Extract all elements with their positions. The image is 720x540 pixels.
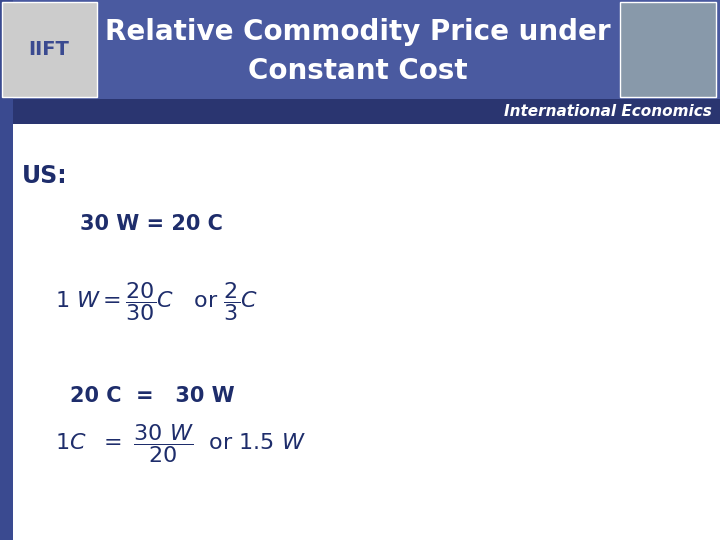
Text: US:: US: (22, 164, 68, 188)
Text: IIFT: IIFT (29, 40, 69, 59)
Text: $1\ W = \dfrac{20}{30}C\quad\mathrm{or}\ \dfrac{2}{3}C$: $1\ W = \dfrac{20}{30}C\quad\mathrm{or}\… (55, 280, 258, 323)
Text: $1C\ \ =\ \dfrac{30\ W}{20}\ \ \mathrm{or}\ 1.5\ W$: $1C\ \ =\ \dfrac{30\ W}{20}\ \ \mathrm{o… (55, 422, 306, 465)
Bar (0, 0, 720, 99)
Text: Relative Commodity Price under: Relative Commodity Price under (104, 18, 611, 46)
Text: Constant Cost: Constant Cost (248, 57, 467, 85)
Text: 30 W = 20 C: 30 W = 20 C (80, 214, 223, 234)
Bar (0, 0, 13, 540)
Bar (2, 2, 97, 97)
Bar (620, 2, 716, 97)
Text: International Economics: International Economics (504, 104, 712, 119)
Bar (0, 99, 720, 124)
Text: 20 C  =   30 W: 20 C = 30 W (70, 386, 235, 406)
